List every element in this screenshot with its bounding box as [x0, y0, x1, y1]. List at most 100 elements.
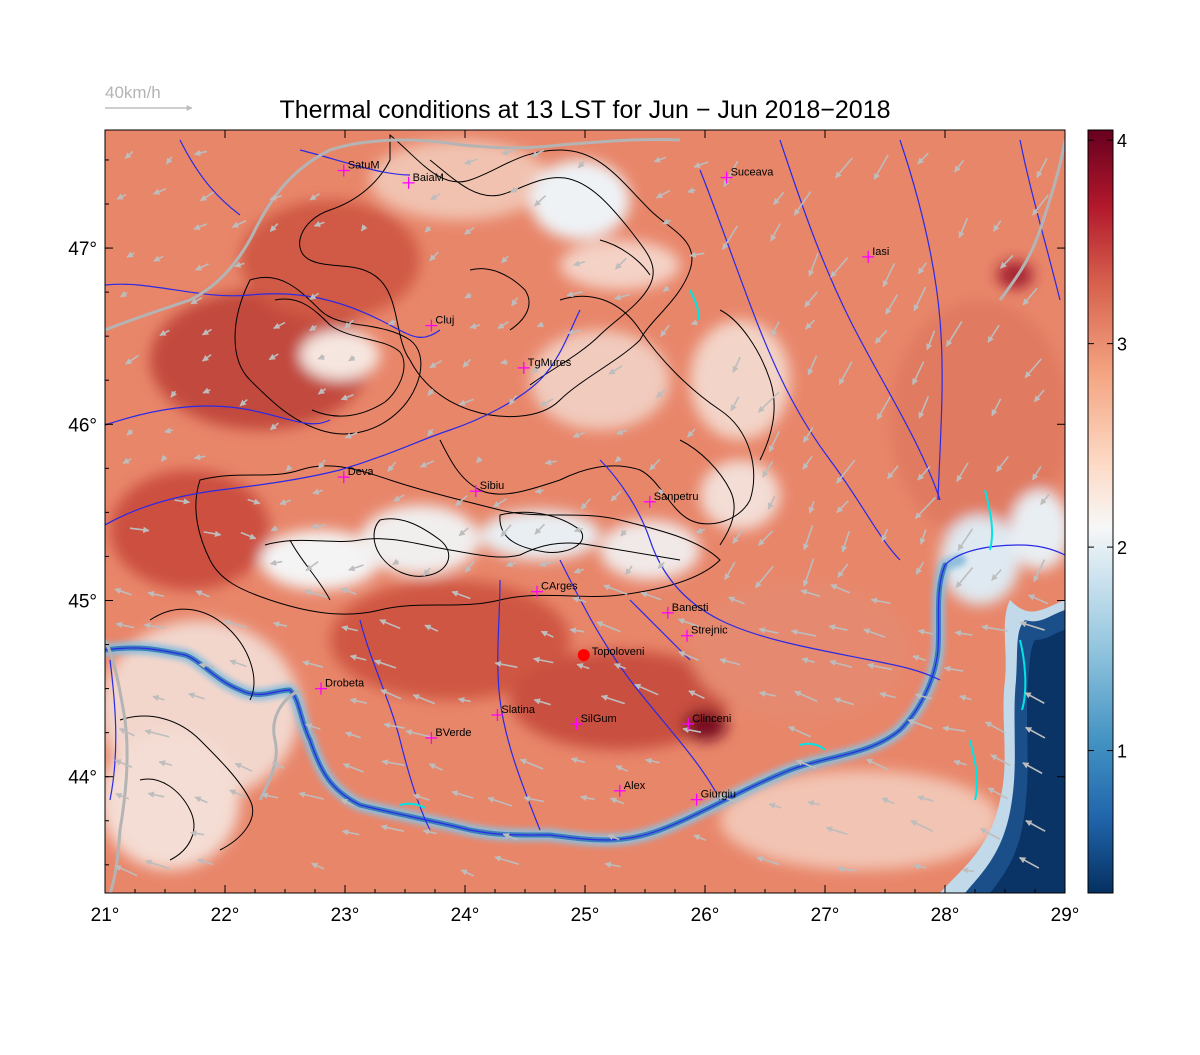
wind-arrow: [379, 619, 401, 630]
wind-arrow: [995, 455, 1009, 473]
wind-arrow: [573, 260, 586, 267]
wind-arrow: [1031, 466, 1042, 481]
wind-arrow: [767, 495, 776, 510]
city-label: SilGum: [581, 713, 617, 725]
wind-arrow: [659, 324, 670, 338]
wind-arrow: [577, 160, 585, 169]
wind-arrow: [758, 627, 779, 634]
wind-arrow: [240, 531, 257, 540]
wind-arrow: [540, 630, 554, 638]
wind-arrow: [203, 530, 222, 538]
wind-arrow: [1027, 594, 1049, 605]
wind-arrow: [231, 220, 247, 228]
wind-arrow: [926, 330, 936, 351]
wind-arrow: [126, 251, 135, 258]
wind-arrow: [576, 663, 590, 670]
y-tick-label: 47°: [68, 239, 97, 260]
wind-arrow: [604, 861, 621, 868]
city-marker: Alex: [613, 780, 646, 797]
wind-arrow: [340, 394, 354, 401]
wind-arrow: [913, 863, 927, 870]
wind-arrow: [194, 796, 208, 804]
city-marker: Sanpetru: [643, 491, 698, 508]
wind-arrow: [695, 527, 706, 534]
colorbar-tick-label: 3: [1117, 335, 1127, 355]
wind-arrow: [342, 763, 364, 773]
wind-arrow: [917, 262, 927, 275]
wind-arrow: [768, 430, 780, 453]
wind-arrow: [349, 697, 367, 704]
wind-arrow: [807, 800, 820, 807]
wind-arrow: [534, 487, 544, 495]
wind-arrow: [958, 217, 969, 239]
wind-arrow: [198, 662, 214, 669]
city-label: SatuM: [348, 160, 380, 172]
wind-arrow: [344, 731, 362, 739]
wind-arrow: [662, 285, 670, 293]
wind-arrow: [189, 830, 205, 837]
wind-arrow: [907, 719, 933, 730]
x-tick-label: 28°: [931, 905, 960, 926]
wind-arrow: [165, 156, 173, 165]
wind-arrow: [298, 791, 324, 800]
wind-arrow: [118, 728, 135, 737]
wind-arrow: [344, 431, 358, 439]
wind-arrow: [427, 388, 435, 396]
wind-arrow: [609, 797, 625, 805]
wind-arrow: [202, 353, 212, 362]
wind-arrow: [311, 523, 326, 530]
wind-arrow: [120, 291, 128, 298]
wind-arrow: [125, 354, 140, 365]
wind-arrow: [534, 194, 547, 207]
wind-arrow: [620, 529, 628, 537]
city-marker: Cluj: [425, 315, 454, 332]
wind-arrow: [876, 396, 891, 421]
wind-arrow: [1039, 494, 1050, 506]
wind-arrow: [501, 149, 515, 156]
wind-arrow: [312, 488, 323, 495]
wind-arrow: [873, 154, 889, 180]
wind-arrow: [687, 187, 696, 194]
wind-arrow: [730, 396, 740, 412]
wind-arrow: [193, 454, 206, 461]
wind-arrow: [1022, 762, 1043, 775]
wind-arrow: [124, 150, 134, 160]
wind-vector-field: [114, 149, 1050, 877]
wind-scale-label: 40km/h: [105, 83, 161, 102]
wind-arrow: [874, 329, 888, 344]
wind-arrow: [808, 253, 819, 277]
wind-arrow: [464, 292, 472, 299]
wind-arrow: [808, 500, 815, 514]
wind-arrow: [794, 690, 818, 702]
wind-arrow: [344, 319, 354, 329]
wind-arrow: [160, 454, 168, 462]
wind-arrow: [758, 690, 776, 697]
wind-arrow: [457, 697, 471, 704]
city-label: Drobeta: [325, 678, 365, 690]
wind-arrow: [645, 757, 660, 765]
wind-arrow: [802, 455, 813, 470]
wind-arrow: [424, 225, 432, 233]
wind-arrow: [309, 292, 320, 301]
wind-arrow: [662, 218, 672, 225]
wind-arrow: [422, 828, 438, 836]
wind-arrow: [463, 226, 475, 235]
wind-arrow: [317, 353, 325, 360]
wind-arrow: [505, 561, 517, 568]
wind-arrow: [311, 862, 325, 870]
wind-arrow: [961, 867, 975, 874]
wind-arrow: [835, 459, 856, 484]
wind-arrow: [945, 320, 963, 347]
wind-arrow: [427, 428, 434, 437]
wind-arrow: [234, 261, 245, 268]
wind-arrow: [987, 324, 1000, 343]
wind-arrow: [987, 787, 1008, 800]
city-marker: CArges: [531, 581, 578, 598]
wind-arrow: [802, 524, 814, 551]
wind-arrow: [412, 793, 430, 801]
wind-arrow: [309, 324, 317, 332]
map-axes: 21° 22° 23° 24° 25° 26° 27° 28° 29° 44° 45° 46° 47°: [68, 130, 1079, 926]
wind-arrow: [122, 457, 132, 464]
wind-arrow: [458, 527, 469, 537]
wind-arrow: [1019, 621, 1045, 631]
